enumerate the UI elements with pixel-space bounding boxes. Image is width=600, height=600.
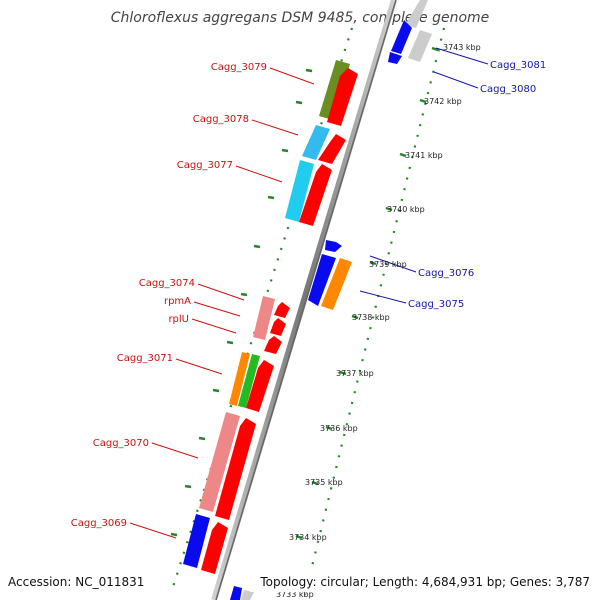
gene-arrow-rplu (264, 336, 282, 354)
gene-arrow-rpma (270, 318, 286, 336)
feature-cagg-3069-gene (183, 514, 210, 568)
label-cagg-3080: Cagg_3080 (480, 84, 536, 95)
kbp-tick-labels: 3743 kbp 3742 kbp 3741 kbp 3740 kbp 3739… (276, 43, 481, 599)
right-gene-labels: Cagg_3081 Cagg_3080 Cagg_3076 Cagg_3075 (408, 60, 546, 310)
feature-cagg-3071-green (238, 354, 260, 408)
label-rplu: rplU (168, 314, 189, 325)
label-cagg-3074: Cagg_3074 (139, 278, 195, 289)
accession-text: Accession: NC_011831 (8, 575, 144, 589)
kbp-label-3737: 3737 kbp (336, 369, 374, 378)
leader-lines (129, 47, 489, 539)
feature-cagg-3071-orange (229, 352, 250, 406)
label-rpma: rpmA (164, 296, 191, 307)
ring-dashes (170, 46, 439, 540)
topology-summary-text: Topology: circular; Length: 4,684,931 bp… (259, 575, 590, 589)
kbp-label-3742: 3742 kbp (424, 97, 462, 106)
feature-top-grey (405, 0, 428, 28)
footer-backdrop (250, 572, 600, 592)
kbp-label-3733: 3733 kbp (276, 590, 314, 599)
left-gene-labels: Cagg_3079 Cagg_3078 Cagg_3077 Cagg_3074 … (71, 62, 267, 529)
gene-arrow-cagg-3081-head (388, 52, 402, 64)
genome-backbone-core (215, 0, 397, 600)
label-cagg-3076: Cagg_3076 (418, 268, 474, 279)
feature-bottom-gene (230, 586, 242, 600)
kbp-label-3739: 3739 kbp (369, 260, 407, 269)
genome-backbone (211, 0, 397, 600)
gene-arrow-cagg-3077 (299, 164, 332, 226)
inner-features (183, 60, 350, 600)
kbp-label-3740: 3740 kbp (387, 205, 425, 214)
feature-cagg-3080 (408, 30, 432, 62)
kbp-label-3743: 3743 kbp (443, 43, 481, 52)
label-cagg-3071: Cagg_3071 (117, 353, 173, 364)
gene-arrow-cagg-3070 (215, 418, 256, 520)
label-cagg-3078: Cagg_3078 (193, 114, 249, 125)
map-title: Chloroflexus aggregans DSM 9485, complet… (111, 10, 490, 26)
gene-arrow-cagg-3071 (246, 360, 274, 412)
kbp-label-3735: 3735 kbp (305, 478, 343, 487)
kbp-label-3736: 3736 kbp (320, 424, 358, 433)
feature-cagg-3070-cds (199, 412, 240, 512)
outer-features (241, 0, 432, 600)
inner-gene-arrows (201, 68, 358, 574)
gene-arrow-cagg-3079 (327, 68, 358, 126)
gene-arrow-cagg-3069 (201, 522, 228, 574)
gene-arrow-cagg-3074 (274, 302, 290, 318)
gene-arrow-cagg-3076-head (325, 240, 342, 252)
gene-arrow-cagg-3081 (391, 20, 412, 54)
feature-cagg-3074-cds (253, 296, 275, 340)
label-cagg-3075: Cagg_3075 (408, 299, 464, 310)
feature-cagg-3078-cds (302, 125, 330, 160)
label-cagg-3077: Cagg_3077 (177, 160, 233, 171)
gene-arrow-cagg-3076 (308, 254, 336, 306)
feature-cagg-3075 (321, 258, 352, 310)
kbp-label-3738: 3738 kbp (352, 313, 390, 322)
label-cagg-3069: Cagg_3069 (71, 518, 127, 529)
kbp-label-3741: 3741 kbp (405, 151, 443, 160)
label-cagg-3070: Cagg_3070 (93, 438, 149, 449)
feature-bottom-grey (241, 590, 254, 600)
kbp-label-3734: 3734 kbp (289, 533, 327, 542)
feature-cagg-3077-cds (285, 160, 314, 222)
gene-arrow-cagg-3078 (318, 134, 346, 164)
label-cagg-3079: Cagg_3079 (211, 62, 267, 73)
label-cagg-3081: Cagg_3081 (490, 60, 546, 71)
